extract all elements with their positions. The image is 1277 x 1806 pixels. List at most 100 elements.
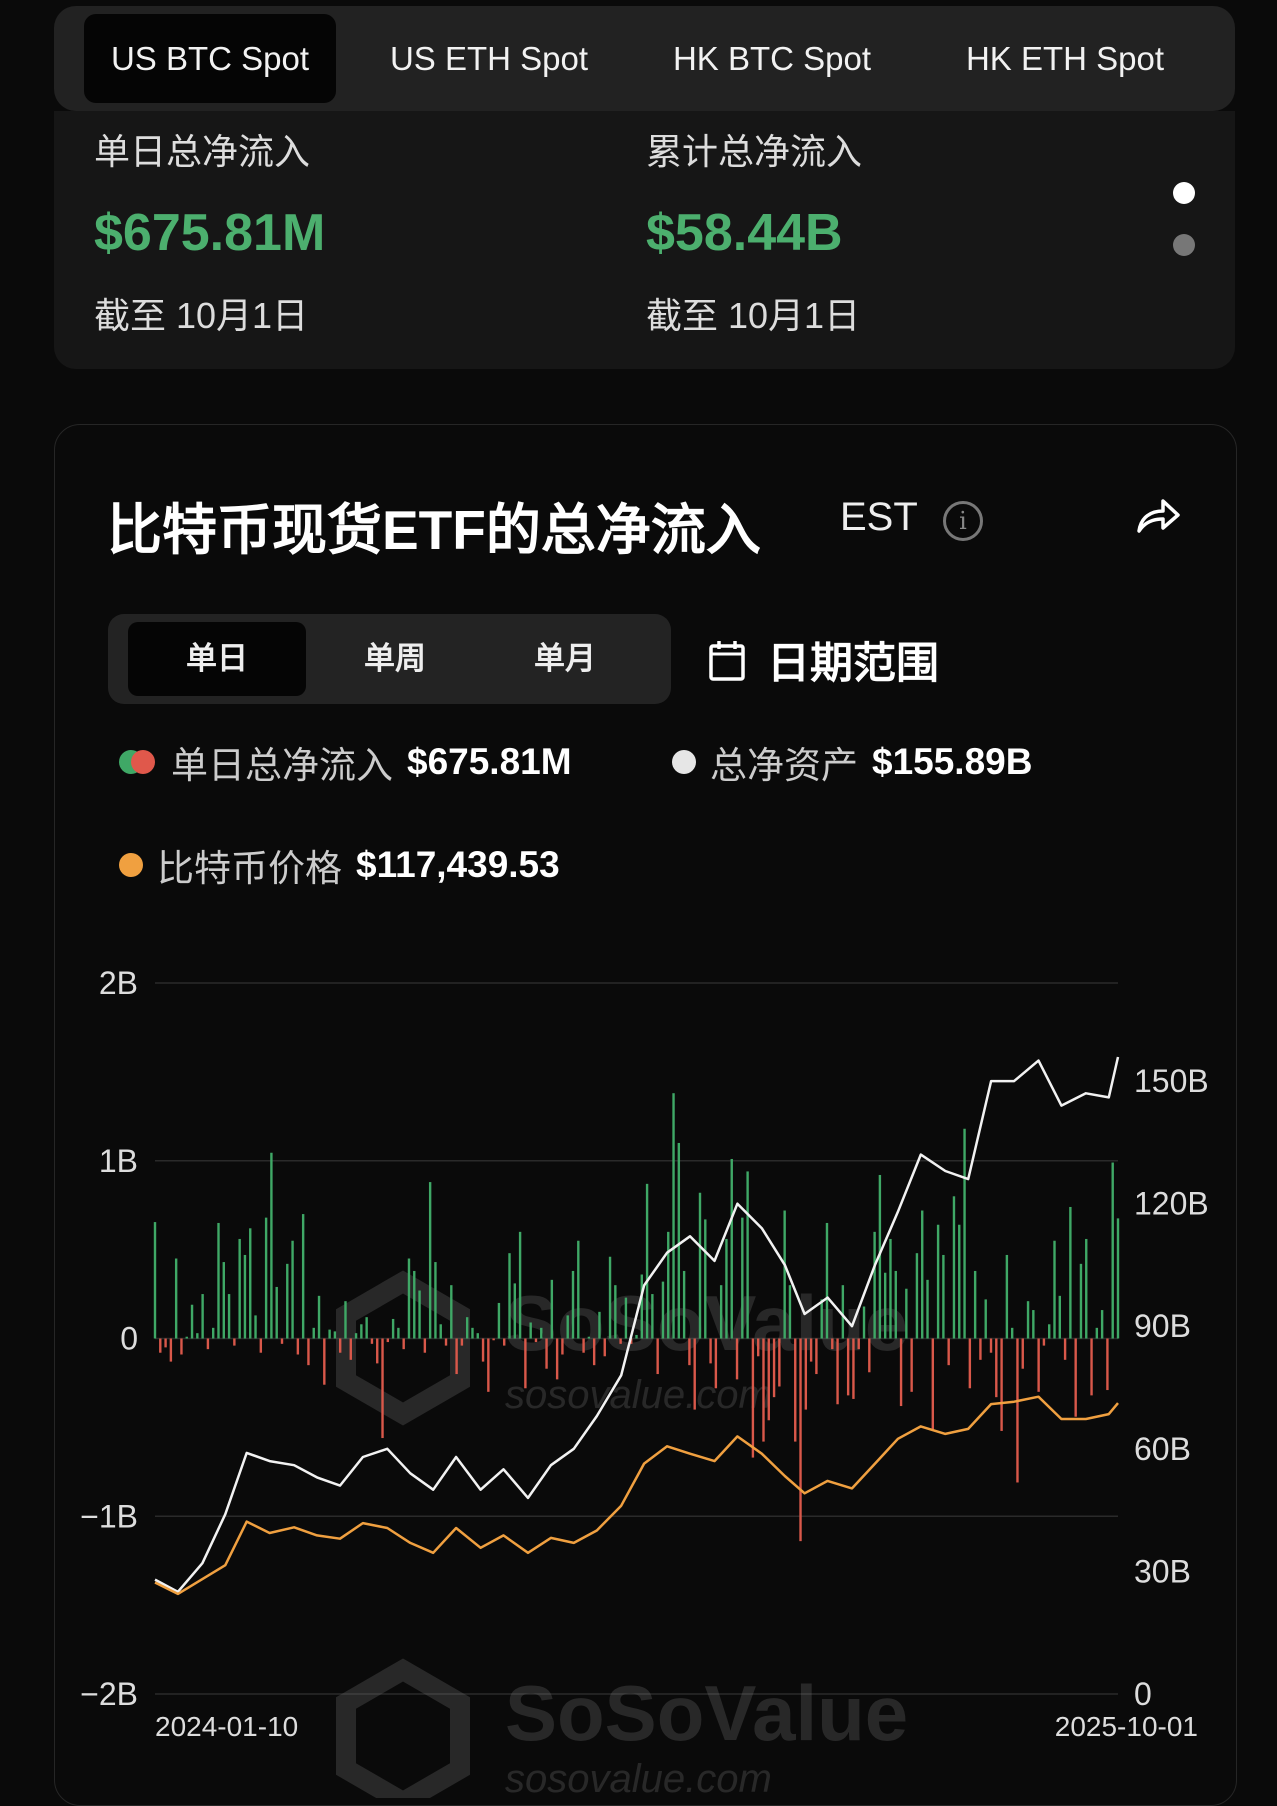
inflow-bar (741, 1217, 744, 1339)
outflow-bar (857, 1338, 860, 1350)
inflow-bar (196, 1333, 199, 1339)
info-icon[interactable]: i (943, 501, 983, 541)
outflow-bar (555, 1338, 559, 1380)
inflow-bar (952, 1196, 956, 1339)
tab-hk-btc-spot[interactable]: HK BTC Spot (672, 40, 872, 77)
outflow-bar (778, 1338, 781, 1387)
watermark-brand: SoSoValue (505, 1669, 908, 1757)
inflow-bar (540, 1327, 543, 1339)
outflow-bar (751, 1338, 755, 1458)
legend-daily-net-inflow[interactable]: 单日总净流入 $675.81M (119, 735, 572, 789)
inflow-bar (598, 1311, 601, 1339)
inflow-bar (418, 1290, 421, 1339)
outflow-bar (603, 1338, 606, 1357)
share-icon[interactable] (1135, 495, 1181, 540)
outflow-bar (809, 1338, 813, 1362)
inflow-bar (704, 1219, 707, 1339)
outflow-bar (709, 1338, 712, 1364)
right-axis-tick-label: 120B (1134, 1186, 1209, 1222)
inflow-bar (153, 1222, 157, 1339)
total-net-assets-line (154, 1056, 1120, 1594)
period-daily[interactable]: 单日 (128, 622, 306, 696)
watermark-site: sosovalue.com (505, 1757, 772, 1798)
outflow-bar (455, 1338, 458, 1375)
inflow-bar (958, 1224, 961, 1339)
inflow-bar (783, 1210, 786, 1339)
outflow-bar (1016, 1338, 1019, 1483)
inflow-bar (1095, 1327, 1099, 1339)
inflow-bar (963, 1128, 966, 1339)
timezone-label: EST (840, 495, 918, 539)
legend-label: 比特币价格 (157, 848, 342, 889)
inflow-bar (915, 1253, 919, 1339)
inflow-bar (1032, 1310, 1035, 1339)
inflow-bar (883, 1272, 887, 1339)
inflow-bar (921, 1210, 924, 1339)
outflow-bar (995, 1338, 998, 1398)
inflow-bar (698, 1192, 702, 1339)
inflow-bar (942, 1254, 945, 1339)
outflow-bar (767, 1338, 770, 1421)
inflow-bar (434, 1262, 437, 1339)
calendar-icon (709, 641, 745, 681)
inflow-bar (254, 1315, 257, 1339)
inflow-bar (1010, 1327, 1014, 1339)
inflow-bar (333, 1331, 337, 1339)
legend-total-net-assets[interactable]: 总净资产 $155.89B (672, 735, 1032, 789)
tab-us-eth-spot[interactable]: US ETH Spot (389, 40, 589, 77)
legend-value: $117,439.53 (356, 844, 560, 885)
inflow-bar (788, 1285, 792, 1339)
inflow-bar (328, 1329, 331, 1339)
legend-btc-price[interactable]: 比特币价格 $117,439.53 (119, 838, 560, 892)
inflow-bar (841, 1285, 845, 1339)
inflow-bar (413, 1270, 416, 1339)
outflow-bar (164, 1338, 167, 1348)
tab-hk-eth-spot[interactable]: HK ETH Spot (965, 40, 1165, 77)
outflow-bar (799, 1338, 802, 1542)
inflow-bar (651, 1294, 654, 1339)
inflow-bar (873, 1231, 876, 1339)
outflow-bar (444, 1338, 448, 1346)
inflow-bar (746, 1171, 749, 1339)
outflow-bar (804, 1338, 808, 1410)
outflow-bar (1063, 1338, 1067, 1360)
inflow-bar (624, 1297, 628, 1339)
inflow-bar (587, 1336, 591, 1339)
tab-us-btc-spot[interactable]: US BTC Spot (84, 14, 336, 103)
outflow-bar (180, 1338, 183, 1355)
inflow-bar (635, 1334, 638, 1339)
outflow-bar (423, 1338, 427, 1353)
inflow-bar (201, 1294, 204, 1339)
inflow-bar (1079, 1263, 1083, 1339)
outflow-bar (979, 1338, 982, 1360)
period-weekly[interactable]: 单周 (364, 641, 426, 676)
inflow-bar (476, 1333, 479, 1339)
outflow-bar (487, 1338, 490, 1392)
inflow-bar (391, 1318, 395, 1339)
inflow-bar (497, 1302, 501, 1339)
daily-net-inflow-summary: 单日总净流入 $675.81M 截至 10月1日 (94, 111, 325, 339)
outflow-bar (1000, 1338, 1003, 1431)
inflow-bar (614, 1285, 617, 1339)
inflow-bar (270, 1152, 273, 1339)
legend-value: $675.81M (407, 741, 572, 782)
outflow-bar (947, 1338, 950, 1366)
outflow-bar (688, 1338, 691, 1366)
outflow-bar (772, 1338, 776, 1398)
outflow-bar (630, 1338, 633, 1344)
pager-dot[interactable] (1173, 234, 1195, 256)
inflow-bar (640, 1274, 643, 1339)
chart-title: 比特币现货ETF的总净流入 (107, 499, 761, 561)
inflow-bar (677, 1142, 681, 1339)
date-range-button[interactable]: 日期范围 (709, 630, 939, 690)
inflow-bar (471, 1327, 474, 1339)
inflow-bar (730, 1158, 733, 1339)
outflow-bar (1037, 1338, 1040, 1392)
outflow-bar (381, 1338, 384, 1439)
period-monthly[interactable]: 单月 (534, 641, 596, 676)
watermark-logo-bottom: SoSoValue sosovalue.com (336, 1658, 908, 1798)
pager-dot-active[interactable] (1173, 182, 1195, 204)
cumulative-date: 截至 10月1日 (646, 295, 861, 336)
summary-card: 单日总净流入 $675.81M 截至 10月1日 累计总净流入 $58.44B … (54, 111, 1235, 369)
outflow-bar (503, 1338, 506, 1346)
